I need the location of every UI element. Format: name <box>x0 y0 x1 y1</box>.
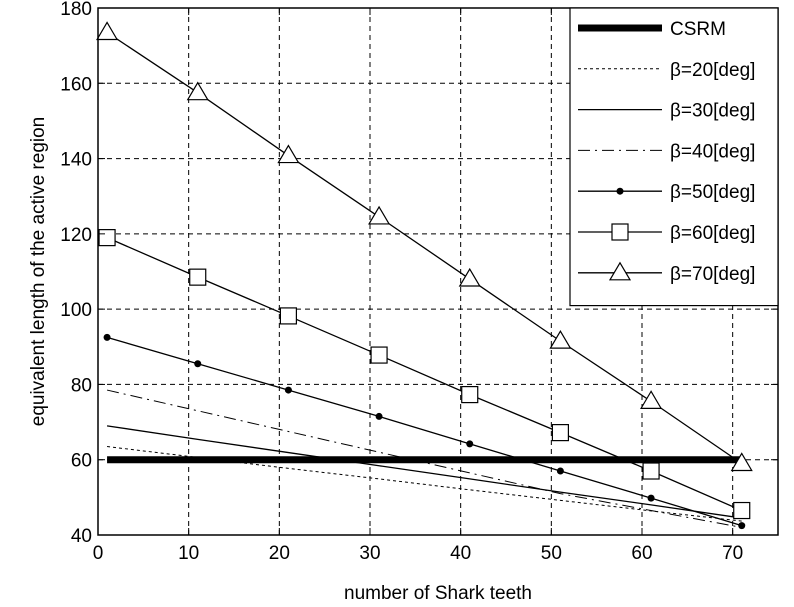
legend-label: β=60[deg] <box>670 223 755 244</box>
y-tick-label: 120 <box>60 225 92 246</box>
legend-entry: β=20[deg] <box>578 60 755 81</box>
x-tick-label: 70 <box>722 543 743 564</box>
data-point <box>370 346 388 364</box>
data-point <box>186 81 209 101</box>
series-2 <box>106 425 742 519</box>
data-point <box>647 494 655 502</box>
series-line <box>106 425 742 519</box>
legend-label: β=30[deg] <box>670 101 755 122</box>
legend-label: β=70[deg] <box>670 264 755 285</box>
legend-marker <box>608 261 632 281</box>
y-axis-label: equivalent length of the active region <box>28 117 49 427</box>
x-axis-label: number of Shark teeth <box>344 583 532 604</box>
legend-marker <box>616 187 624 195</box>
x-tick-label: 40 <box>450 543 471 564</box>
y-tick-label: 40 <box>71 526 92 547</box>
data-point <box>551 424 570 442</box>
legend-label: CSRM <box>670 19 726 40</box>
x-tick-label: 20 <box>269 543 290 564</box>
plot-series <box>96 21 753 530</box>
y-tick-label: 80 <box>71 375 92 396</box>
legend-entry: β=40[deg] <box>578 141 755 162</box>
x-tick-label: 50 <box>541 543 562 564</box>
data-point <box>738 522 746 530</box>
x-tick-label: 30 <box>359 543 380 564</box>
data-point <box>549 329 572 349</box>
y-tick-label: 140 <box>60 150 92 171</box>
legend-marker <box>611 223 629 241</box>
data-point <box>96 21 119 41</box>
axis-tick-labels: 0 10 20 30 40 50 60 70 40 60 80 100 120 140 160 180 <box>60 0 743 564</box>
data-point <box>103 333 111 341</box>
series-line <box>106 31 743 465</box>
legend-box <box>569 7 779 307</box>
data-point <box>640 390 663 409</box>
series-1 <box>107 446 742 522</box>
legend-entry: β=60[deg] <box>578 223 755 244</box>
x-tick-label: 0 <box>93 543 104 564</box>
data-point <box>368 205 391 225</box>
series-5 <box>98 229 751 520</box>
data-point <box>189 268 207 286</box>
series-6 <box>96 21 753 472</box>
legend-entry: β=70[deg] <box>578 261 755 285</box>
x-tick-label: 60 <box>631 543 652 564</box>
x-tick-label: 10 <box>178 543 199 564</box>
y-tick-label: 180 <box>60 0 92 20</box>
data-point <box>461 385 479 404</box>
legend-entry: β=30[deg] <box>578 101 755 122</box>
legend-label: β=50[deg] <box>670 182 755 203</box>
series-line <box>106 237 742 512</box>
legend-label: β=40[deg] <box>670 141 755 162</box>
series-4 <box>103 333 746 530</box>
data-point <box>284 386 292 394</box>
data-point <box>458 267 481 287</box>
data-point <box>642 462 660 480</box>
y-tick-label: 60 <box>71 451 92 472</box>
series-line <box>107 446 742 522</box>
data-point <box>375 412 383 420</box>
legend-label: β=20[deg] <box>670 60 755 81</box>
series-line <box>106 336 742 527</box>
legend-entry: β=50[deg] <box>578 182 755 203</box>
data-point <box>556 467 564 475</box>
legend: CSRM β=20[deg] β=30[deg] β=40[deg] β=50[deg]… <box>569 7 779 307</box>
data-point <box>277 144 300 164</box>
data-point <box>279 307 297 325</box>
data-point <box>730 452 753 472</box>
y-tick-label: 100 <box>60 300 92 321</box>
data-point <box>466 440 474 448</box>
data-point <box>98 229 116 247</box>
y-tick-label: 160 <box>60 74 92 95</box>
data-point <box>733 501 751 520</box>
data-point <box>194 360 202 368</box>
legend-entry: CSRM <box>578 19 726 40</box>
